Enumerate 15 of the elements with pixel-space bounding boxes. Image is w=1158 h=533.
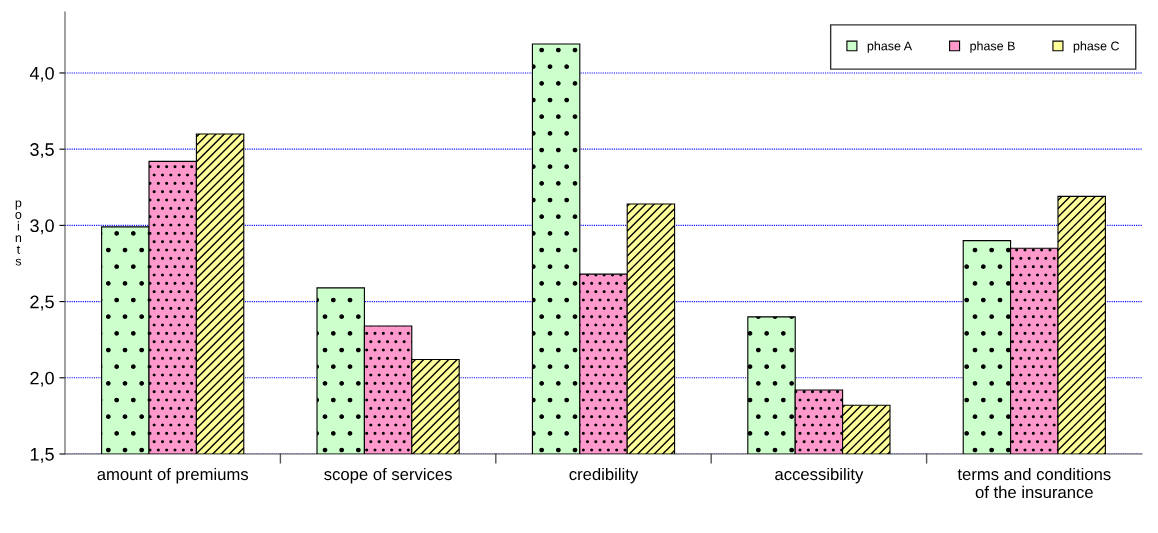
x-tick-label: amount of premiums <box>97 467 249 484</box>
y-tick-label: 4,0 <box>29 66 54 82</box>
y-tick-label: 2,0 <box>30 371 54 387</box>
x-tick-label: terms and conditions of the insurance <box>957 467 1111 499</box>
legend-label: phase C <box>1073 41 1120 53</box>
y-tick-label: 2,5 <box>30 295 54 311</box>
y-tick-label: 3,5 <box>30 143 54 159</box>
legend-label: phase A <box>867 41 913 53</box>
x-tick-label: credibility <box>569 467 639 484</box>
y-tick-label: 3,0 <box>30 219 54 235</box>
x-tick-label: scope of services <box>324 467 452 484</box>
y-axis-title: points <box>15 200 22 266</box>
y-tick-label: 1,5 <box>30 448 54 463</box>
x-tick-label: accessibility <box>775 467 864 484</box>
legend-label: phase B <box>970 41 1015 53</box>
